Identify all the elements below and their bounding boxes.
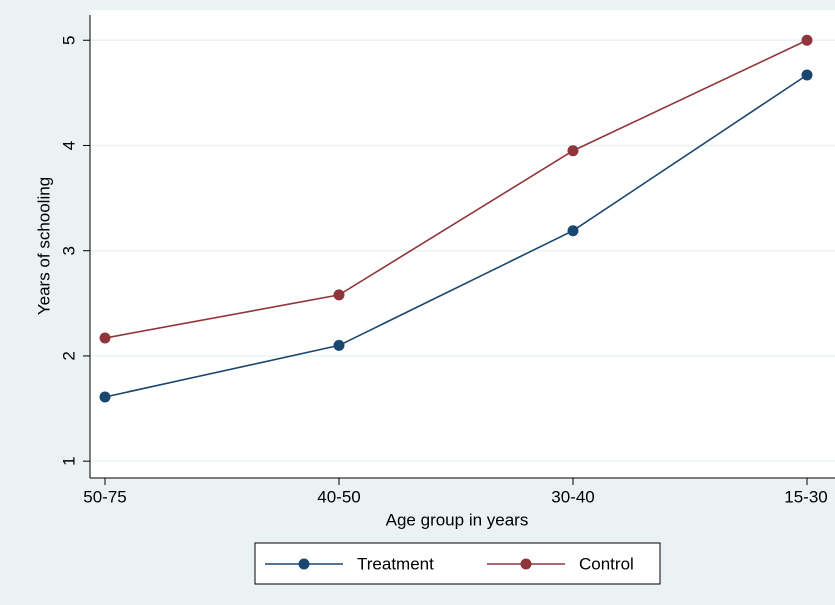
y-tick-label: 1 xyxy=(59,456,78,465)
point xyxy=(333,289,345,301)
plot-area xyxy=(90,10,835,478)
y-tick-label: 3 xyxy=(59,246,78,255)
point xyxy=(333,339,345,351)
y-axis-title: Years of schooling xyxy=(34,177,53,315)
x-tick-label: 15-30 xyxy=(784,487,827,506)
point xyxy=(567,225,579,237)
series-line xyxy=(104,39,808,339)
y-tick-label: 4 xyxy=(59,141,78,150)
point xyxy=(99,332,111,344)
legend-marker xyxy=(520,558,532,570)
legend-label: Control xyxy=(579,554,634,573)
point xyxy=(99,391,111,403)
x-tick-label: 40-50 xyxy=(317,487,360,506)
x-axis-title: Age group in years xyxy=(386,510,529,529)
point xyxy=(801,69,813,81)
legend-marker xyxy=(298,558,310,570)
y-tick-label: 2 xyxy=(59,351,78,360)
legend-label: Treatment xyxy=(357,554,434,573)
y-tick-label: 5 xyxy=(59,36,78,45)
x-tick-label: 30-40 xyxy=(551,487,594,506)
point xyxy=(567,145,579,157)
point xyxy=(801,34,813,46)
x-tick-label: 50-75 xyxy=(83,487,126,506)
series-line xyxy=(104,74,808,398)
